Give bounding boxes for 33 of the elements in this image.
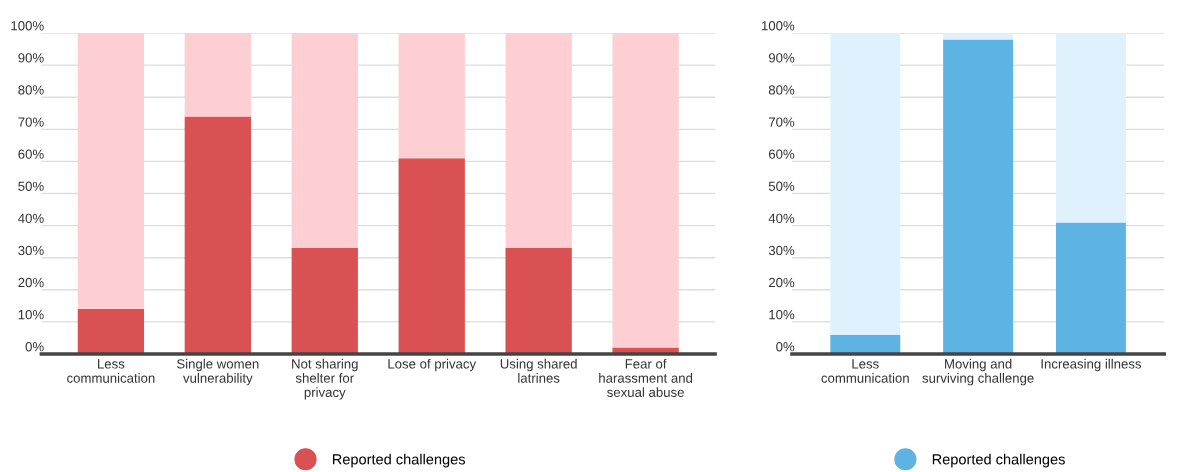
x-tick-label: Less communication	[67, 359, 155, 383]
y-tick-label: 50%	[18, 181, 44, 191]
y-tick-label: 30%	[768, 245, 795, 256]
y-tick-label: 0%	[776, 342, 795, 352]
x-tick-label: Moving and surviving challenge	[922, 358, 1034, 386]
y-tick-label: 50%	[768, 181, 795, 191]
y-tick-label: 80%	[768, 85, 795, 95]
y-tick-label: 0%	[25, 342, 44, 352]
y-tick-label: 70%	[768, 117, 795, 127]
y-tick-label: 100%	[761, 21, 795, 31]
y-tick-label: 90%	[768, 53, 795, 63]
x-tick-label: Using shared latrines	[500, 358, 577, 383]
x-tick-label: Single women vulnerability	[176, 358, 259, 386]
y-tick-label: 60%	[768, 149, 795, 159]
y-tick-label: 100%	[11, 21, 44, 31]
x-tick-label: Less communication	[821, 359, 909, 383]
legend-label: Reported challenges	[332, 453, 466, 468]
y-tick-label: 80%	[18, 85, 44, 95]
y-tick-label: 40%	[768, 213, 795, 224]
y-tick-label: 40%	[18, 213, 44, 224]
y-tick-label: 20%	[768, 277, 795, 288]
y-tick-label: 10%	[769, 309, 795, 320]
y-tick-label: 90%	[18, 53, 44, 63]
x-tick-label: Increasing illness	[1041, 358, 1142, 372]
y-tick-label: 30%	[18, 245, 44, 256]
legend-label: Reported challenges	[932, 453, 1065, 468]
x-tick-label: Fear of harassment and sexual abuse	[599, 358, 693, 397]
y-tick-label: 70%	[18, 117, 44, 127]
x-tick-label: Lose of privacy	[388, 358, 477, 372]
y-tick-label: 10%	[18, 309, 44, 320]
y-tick-label: 20%	[18, 277, 44, 288]
y-tick-label: 60%	[18, 149, 44, 159]
x-tick-label: Not sharing shelter for privacy	[292, 358, 358, 400]
